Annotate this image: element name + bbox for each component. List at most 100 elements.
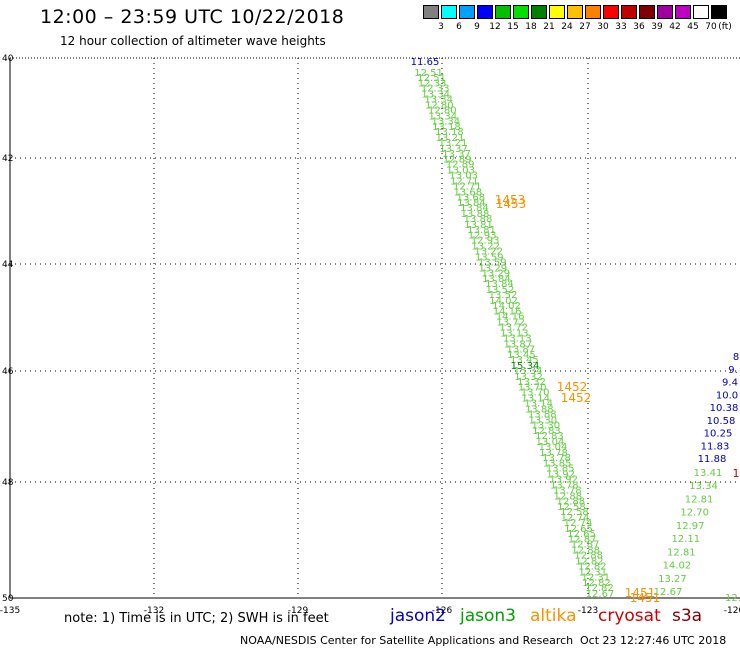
colorbar-label: 27	[579, 22, 591, 32]
wave-height-label: 12.89	[446, 160, 475, 171]
wave-height-label: 12.81	[685, 494, 714, 505]
wave-height-label: 14.16	[493, 307, 522, 318]
wave-height-label: 13.92	[549, 475, 578, 486]
wave-height-label: 13.88	[528, 409, 557, 420]
wave-height-label: 13.04	[539, 442, 568, 453]
wave-height-label: 12.58	[560, 507, 589, 518]
colorbar-label: 30	[597, 22, 609, 32]
wave-height-label: 13.22	[471, 242, 500, 253]
latitude-tick-label: 40	[2, 54, 14, 64]
wave-height-label: 12.88	[574, 551, 603, 562]
wave-height-label: 13.29	[479, 263, 508, 274]
wave-height-label: 12.	[725, 593, 740, 604]
satellite-legend-jason2: jason2	[390, 606, 446, 626]
colorbar-swatch	[423, 5, 439, 19]
wave-height-label: 13.84	[485, 279, 514, 290]
longitude-tick-label: -135	[0, 606, 20, 616]
wave-height-label: 12.88	[571, 546, 600, 557]
colorbar-label: 39	[651, 22, 663, 32]
page-subtitle: 12 hour collection of altimeter wave hei…	[60, 34, 326, 48]
wave-height-label: 12.93	[468, 231, 497, 242]
wave-height-label: 13.03	[446, 166, 475, 177]
longitude-tick-label: -120	[724, 606, 740, 616]
wave-height-label: 1	[733, 467, 740, 480]
colorbar-swatch	[495, 5, 511, 19]
wave-height-label: 9.4	[722, 378, 738, 389]
wave-height-label: 8	[733, 352, 739, 363]
colorbar-label: 45	[687, 22, 699, 32]
wave-height-label: 13.72	[499, 323, 528, 334]
wave-height-label: 13.88	[464, 214, 493, 225]
colorbar-label: 42	[669, 22, 681, 32]
wave-height-label: 13.34	[432, 116, 461, 127]
latitude-tick-label: 46	[2, 367, 14, 377]
satellite-legend-s3a: s3a	[672, 606, 703, 626]
latitude-tick-label: 50	[2, 594, 14, 604]
wave-height-label: 12.81	[667, 547, 696, 558]
colorbar-label: 18	[525, 22, 537, 32]
longitude-tick-label: -132	[144, 606, 164, 616]
colorbar-swatch	[693, 5, 709, 19]
wave-height-label: 12.33	[421, 84, 450, 95]
wave-height-label: 12.82	[578, 561, 607, 572]
wave-height-label: 10.58	[707, 416, 736, 427]
colorbar-label: 36	[633, 22, 645, 32]
wave-height-label: 13.45	[507, 350, 536, 361]
wave-height-label: 13.92	[546, 470, 575, 481]
colorbar-swatch	[675, 5, 691, 19]
colorbar-swatch	[459, 5, 475, 19]
wave-height-label: 12.58	[557, 502, 586, 513]
wave-height-label: 13.37	[442, 149, 471, 160]
wave-height-label: 12.11	[671, 534, 700, 545]
wave-height-label: 13.72	[496, 318, 525, 329]
wave-height-label: 1452	[557, 380, 588, 394]
wave-height-label: 10.0	[716, 390, 738, 401]
wave-height-label: 1451	[625, 586, 656, 600]
wave-height-label: 12.67	[586, 589, 615, 600]
wave-height-label: 13.21	[439, 138, 468, 149]
wave-height-label: 13.30	[532, 420, 561, 431]
wave-height-label: 13.81	[467, 225, 496, 236]
latitude-tick-label: 44	[2, 260, 14, 270]
wave-height-label: 13.41	[694, 468, 723, 479]
colorbar-swatch	[585, 5, 601, 19]
wave-height-label: 13.52	[489, 290, 518, 301]
wave-height-label: 13.59	[475, 252, 504, 263]
wave-height-label: 13.70	[518, 383, 547, 394]
colorbar-swatch	[477, 5, 493, 19]
wave-height-label: 13.45	[510, 355, 539, 366]
wave-height-label: 12.71	[453, 181, 482, 192]
wave-height-label: 10.38	[710, 403, 739, 414]
wave-height-label: 12.88	[557, 496, 586, 507]
wave-height-label: 11.65	[411, 57, 440, 68]
wave-height-label: 13.78	[550, 480, 579, 491]
wave-height-label: 13.68	[457, 192, 486, 203]
satellite-legend-jason3: jason3	[460, 606, 516, 626]
wave-height-label: 12.51	[414, 68, 443, 79]
wave-height-label: 13.04	[536, 437, 565, 448]
wave-height-label: 13.84	[457, 198, 486, 209]
wave-height-label: 12.74	[561, 513, 590, 524]
wave-height-label: 13.85	[546, 464, 575, 475]
wave-height-label: 13.14	[524, 399, 553, 410]
latitude-tick-label: 48	[2, 478, 14, 488]
wave-height-label: 13.59	[478, 257, 507, 268]
credit-text: NOAA/NESDIS Center for Satellite Applica…	[240, 634, 574, 647]
colorbar-label: 3	[438, 22, 444, 32]
wave-height-label: 12.71	[450, 176, 479, 187]
wave-height-label: 12.70	[680, 508, 709, 519]
wave-height-label: 12.87	[568, 535, 597, 546]
wave-height-label: 13.18	[432, 122, 461, 133]
colorbar-swatch	[657, 5, 673, 19]
wave-height-label: 13.78	[542, 453, 571, 464]
wave-height-label: 13.34	[421, 90, 450, 101]
wave-height-label: 13.29	[482, 268, 511, 279]
wave-height-label: 14.02	[489, 296, 518, 307]
wave-height-label: 13.30	[529, 415, 558, 426]
longitude-tick-label: -123	[578, 606, 598, 616]
longitude-tick-label: -129	[288, 606, 309, 616]
wave-height-label: 13.84	[482, 274, 511, 285]
colorbar-swatch	[567, 5, 583, 19]
wave-height-label: 11.88	[698, 454, 727, 465]
wave-height-label: 1451	[630, 591, 661, 605]
